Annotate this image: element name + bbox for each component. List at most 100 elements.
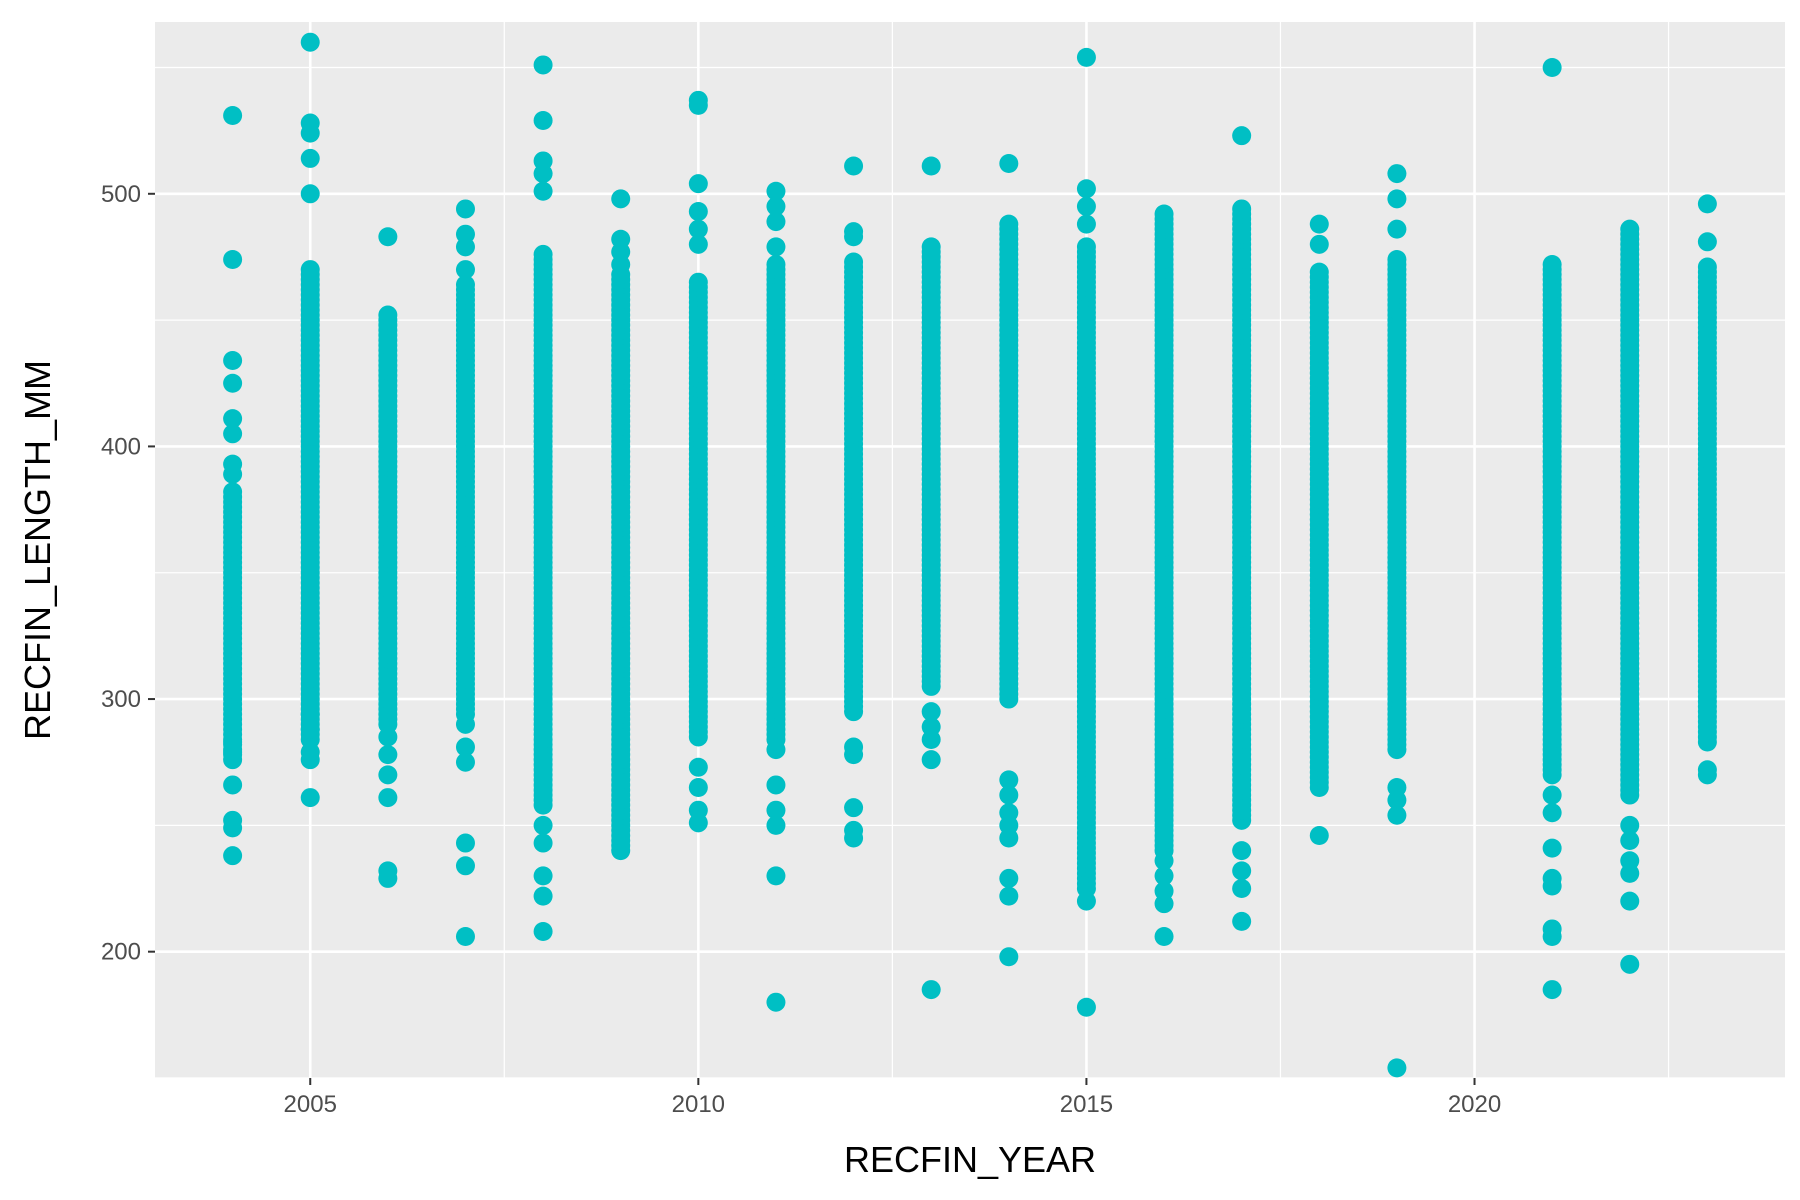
data-point: [999, 947, 1019, 967]
data-point: [921, 156, 941, 176]
data-point: [766, 740, 786, 760]
data-point: [455, 260, 475, 280]
data-point: [223, 351, 243, 371]
data-point: [688, 95, 708, 115]
data-point: [1620, 891, 1640, 911]
data-point: [223, 409, 243, 429]
data-point: [533, 921, 553, 941]
data-point: [1620, 863, 1640, 883]
data-point: [1387, 790, 1407, 810]
data-point: [300, 719, 320, 739]
data-point: [844, 798, 864, 818]
data-point: [1387, 219, 1407, 239]
data-point: [999, 828, 1019, 848]
data-point: [378, 727, 398, 747]
data-point: [1154, 927, 1174, 947]
y-axis-title: RECFIN_LENGTH_MM: [17, 360, 58, 740]
x-axis-title: RECFIN_YEAR: [844, 1139, 1096, 1180]
data-point: [766, 866, 786, 886]
data-point: [1542, 838, 1562, 858]
data-point: [999, 214, 1019, 234]
data-point: [533, 815, 553, 835]
data-point: [533, 181, 553, 201]
data-point: [1232, 879, 1252, 899]
data-point: [223, 846, 243, 866]
data-point: [455, 237, 475, 257]
data-point: [300, 788, 320, 808]
data-point: [1620, 815, 1640, 835]
data-point: [844, 745, 864, 765]
data-point: [533, 55, 553, 75]
data-point: [1620, 219, 1640, 239]
data-point: [533, 833, 553, 853]
x-tick-label: 2020: [1448, 1091, 1501, 1118]
data-point: [1154, 851, 1174, 871]
data-point: [1309, 262, 1329, 282]
data-point: [223, 424, 243, 444]
data-point: [378, 788, 398, 808]
x-tick-label: 2010: [672, 1091, 725, 1118]
data-point: [1620, 831, 1640, 851]
data-point: [1076, 237, 1096, 257]
data-point: [300, 32, 320, 52]
y-tick-label: 300: [101, 686, 141, 713]
data-point: [455, 199, 475, 219]
data-point: [844, 156, 864, 176]
data-point: [533, 111, 553, 131]
data-point: [1697, 194, 1717, 214]
data-point: [378, 305, 398, 325]
data-point: [533, 244, 553, 264]
data-point: [1387, 1058, 1407, 1078]
data-point: [455, 752, 475, 772]
data-point: [455, 714, 475, 734]
data-point: [455, 927, 475, 947]
data-point: [999, 886, 1019, 906]
data-point: [1542, 876, 1562, 896]
data-point: [688, 813, 708, 833]
data-point: [223, 373, 243, 393]
plot-panel: [155, 22, 1785, 1078]
data-point: [1232, 126, 1252, 146]
data-point: [688, 219, 708, 239]
data-point: [999, 153, 1019, 173]
data-point: [300, 704, 320, 724]
data-point: [223, 105, 243, 125]
data-point: [1542, 785, 1562, 805]
data-point: [1387, 805, 1407, 825]
data-point: [378, 868, 398, 888]
data-point: [1154, 894, 1174, 914]
data-point: [223, 742, 243, 762]
data-point: [688, 272, 708, 292]
data-point: [1387, 164, 1407, 184]
data-point: [766, 775, 786, 795]
data-point: [300, 148, 320, 168]
data-point: [688, 777, 708, 797]
data-point: [533, 164, 553, 184]
data-point: [1154, 866, 1174, 886]
minor-gridlines: [155, 22, 1785, 1079]
data-point: [1076, 196, 1096, 216]
data-point: [533, 886, 553, 906]
data-point: [999, 770, 1019, 790]
data-point: [844, 828, 864, 848]
y-tick-label: 200: [101, 939, 141, 966]
x-tick-label: 2015: [1060, 1091, 1113, 1118]
data-point: [766, 181, 786, 201]
data-point: [300, 184, 320, 204]
data-point: [378, 745, 398, 765]
data-point: [1309, 825, 1329, 845]
data-point: [1232, 861, 1252, 881]
data-point: [455, 737, 475, 757]
data-point: [223, 249, 243, 269]
data-point: [1309, 214, 1329, 234]
data-point: [766, 815, 786, 835]
data-point: [1697, 232, 1717, 252]
data-point: [223, 775, 243, 795]
data-point: [999, 785, 1019, 805]
data-point: [1154, 204, 1174, 224]
data-point: [1232, 841, 1252, 861]
data-point: [1542, 803, 1562, 823]
data-point: [455, 833, 475, 853]
data-point: [921, 702, 941, 722]
